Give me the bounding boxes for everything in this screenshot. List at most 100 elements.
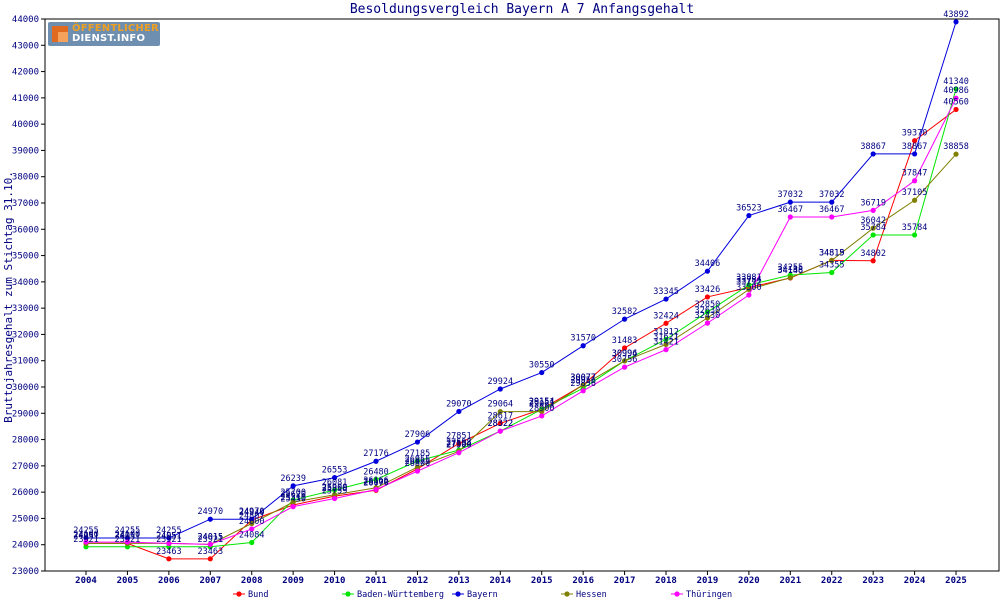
data-label: 30550 (529, 361, 555, 371)
data-point (207, 516, 213, 522)
y-tick-label: 28000 (12, 436, 39, 446)
y-tick-label: 33000 (12, 304, 39, 314)
series-line (86, 98, 957, 545)
data-label: 24051 (73, 531, 99, 541)
data-label: 36719 (860, 198, 886, 208)
x-axis: 2004 2005 2006 2007 2008 2009 2010 2011 2012 2013… (75, 571, 967, 586)
data-label: 29064 (488, 400, 514, 410)
data-label: 26480 (363, 468, 389, 478)
data-label: 29061 (529, 400, 555, 410)
data-point (124, 535, 131, 541)
data-point (870, 207, 876, 213)
legend-swatch-marker (564, 591, 570, 597)
data-label: 32630 (695, 306, 721, 316)
data-label: 40560 (943, 97, 969, 107)
data-label: 24051 (156, 531, 182, 541)
data-point (539, 409, 545, 415)
data-point (166, 556, 172, 562)
x-tick-label: 2016 (572, 576, 594, 586)
y-tick-label: 35000 (12, 252, 39, 262)
data-label: 32430 (695, 311, 721, 321)
data-label: 34406 (695, 259, 721, 269)
data-label: 23921 (156, 535, 182, 545)
data-label: 24015 (197, 532, 223, 542)
data-point (414, 458, 421, 464)
data-label: 24255 (73, 526, 99, 536)
data-label: 26955 (405, 455, 431, 465)
data-point (580, 343, 586, 349)
series-line (86, 109, 957, 560)
data-point (331, 487, 338, 493)
data-label: 23463 (197, 547, 223, 557)
data-label: 26800 (405, 459, 431, 469)
data-label: 28617 (488, 411, 514, 421)
x-tick-label: 2022 (821, 576, 843, 586)
legend-swatch-marker (236, 591, 242, 597)
data-label: 36523 (736, 204, 762, 214)
data-label: 24970 (197, 507, 223, 517)
data-label: 29956 (570, 376, 596, 386)
x-tick-label: 2015 (531, 576, 553, 586)
data-label: 26081 (322, 478, 348, 488)
data-label: 28900 (529, 404, 555, 414)
data-point (456, 408, 462, 415)
data-label: 24015 (197, 532, 223, 542)
data-label: 38867 (860, 142, 886, 152)
data-point (746, 282, 752, 288)
data-point (829, 199, 835, 205)
data-point (870, 225, 876, 231)
data-label: 27598 (446, 438, 472, 448)
data-point (290, 483, 296, 489)
data-label: 33881 (736, 273, 762, 283)
data-point (912, 151, 918, 157)
data-label: 31621 (653, 332, 679, 342)
data-point (829, 269, 835, 276)
x-tick-label: 2019 (697, 576, 719, 586)
x-tick-label: 2014 (489, 576, 511, 586)
data-label: 34148 (778, 266, 804, 276)
logo-text-line2: DIENST.INFO (72, 33, 146, 44)
x-tick-label: 2005 (117, 576, 139, 586)
data-label: 23921 (115, 535, 141, 545)
data-point (953, 106, 959, 113)
data-label: 26070 (363, 478, 389, 488)
y-tick-label: 38000 (12, 173, 39, 183)
x-tick-label: 2010 (324, 576, 346, 586)
data-label: 24100 (115, 530, 141, 540)
data-point (953, 151, 959, 157)
data-point (912, 232, 918, 238)
data-point (621, 364, 628, 370)
data-point (580, 382, 586, 388)
data-label: 28322 (488, 419, 514, 429)
legend-swatch-marker (345, 591, 351, 597)
data-label: 27554 (446, 439, 472, 449)
data-point (663, 341, 669, 347)
data-label: 28322 (488, 419, 514, 429)
data-label: 32582 (612, 307, 638, 317)
x-tick-label: 2007 (199, 576, 221, 586)
data-point (497, 386, 503, 392)
data-label: 37847 (902, 169, 928, 179)
data-label: 29924 (488, 377, 514, 387)
data-label: 31421 (653, 338, 679, 348)
data-label: 36467 (778, 205, 804, 215)
x-tick-label: 2023 (862, 576, 884, 586)
data-label: 32850 (695, 300, 721, 310)
x-tick-label: 2004 (75, 576, 97, 586)
data-label: 33712 (736, 277, 762, 287)
y-tick-label: 44000 (12, 15, 39, 25)
logo-square-accent-icon (58, 32, 68, 42)
data-point (870, 232, 876, 238)
data-label: 23463 (156, 547, 182, 557)
y-tick-label: 30000 (12, 383, 39, 393)
x-tick-label: 2008 (241, 576, 263, 586)
y-tick-label: 26000 (12, 488, 39, 498)
data-label: 34815 (819, 248, 845, 258)
data-label: 30077 (570, 373, 596, 383)
legend-entry: Hessen (576, 590, 607, 600)
data-label: 27185 (405, 449, 431, 459)
data-label: 34255 (778, 263, 804, 273)
x-tick-label: 2009 (282, 576, 304, 586)
x-tick-label: 2006 (158, 576, 180, 586)
data-label: 33500 (736, 283, 762, 293)
